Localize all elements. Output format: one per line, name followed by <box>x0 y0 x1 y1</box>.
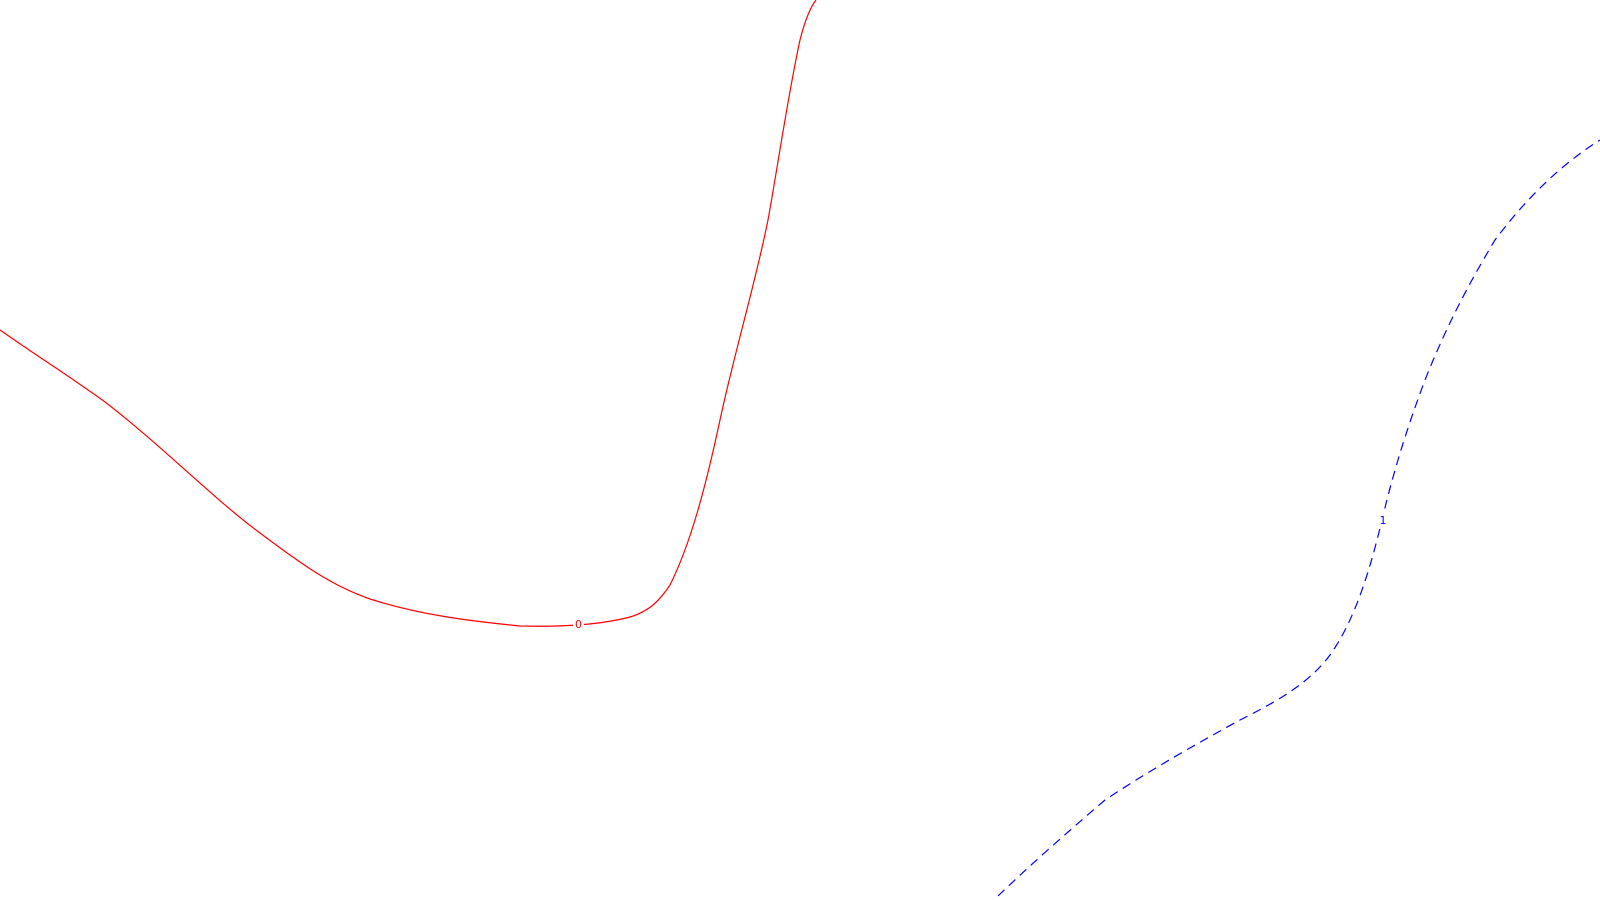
contour-label-1: 1 <box>1380 514 1387 527</box>
contour-label-bg-0 <box>573 617 584 631</box>
contour-label-bg-1 <box>1378 513 1388 527</box>
contour-line-1 <box>997 139 1600 897</box>
contour-line-0 <box>0 0 817 627</box>
contour-label-0: 0 <box>575 618 582 631</box>
